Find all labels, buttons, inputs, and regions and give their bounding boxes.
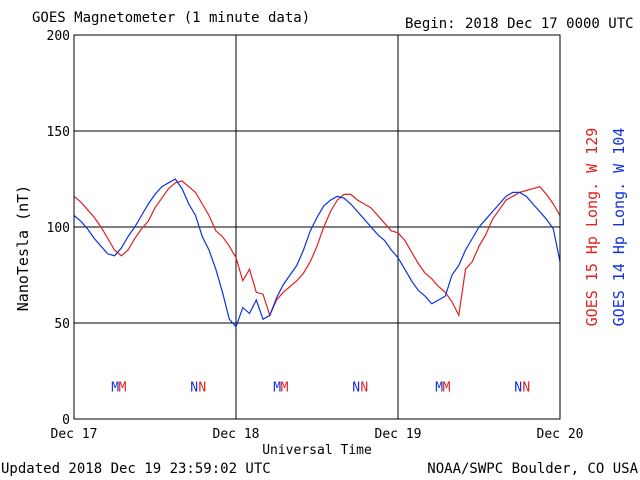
x-tick-labels: Dec 17 Dec 18 Dec 19 Dec 20 xyxy=(51,427,584,442)
x-tick-label: Dec 19 xyxy=(375,427,422,442)
legend-entry-1: GOES 15 Hp Long. W 129 xyxy=(583,128,601,327)
event-marker: N xyxy=(514,380,522,395)
event-marker: M xyxy=(273,380,281,395)
y-tick-label: 150 xyxy=(47,125,70,140)
event-marker: N xyxy=(360,380,368,395)
plot-frame xyxy=(73,34,561,420)
chart-title: GOES Magnetometer (1 minute data) xyxy=(32,10,311,26)
begin-value: 2018 Dec 17 0000 UTC xyxy=(465,16,634,32)
event-marker: N xyxy=(190,380,198,395)
event-marker: N xyxy=(522,380,530,395)
event-marker: N xyxy=(198,380,206,395)
x-tick-label: Dec 20 xyxy=(537,427,584,442)
series-line-1 xyxy=(73,180,561,318)
event-marker: M xyxy=(111,380,119,395)
updated-timestamp: Updated 2018 Dec 19 23:59:02 UTC xyxy=(1,461,271,477)
x-axis-label: Universal Time xyxy=(262,443,372,458)
event-marker: N xyxy=(352,380,360,395)
event-marker: M xyxy=(281,380,289,395)
x-tick-label: Dec 17 xyxy=(51,427,98,442)
legend-entry-2: GOES 14 Hp Long. W 104 xyxy=(610,128,628,327)
y-tick-label: 200 xyxy=(47,29,70,44)
source-credit: NOAA/SWPC Boulder, CO USA xyxy=(427,461,638,477)
series-line-2 xyxy=(73,178,561,328)
grid-lines xyxy=(74,35,560,419)
y-axis-label: NanoTesla (nT) xyxy=(14,185,32,311)
event-marker: M xyxy=(435,380,443,395)
y-tick-label: 50 xyxy=(54,317,70,332)
y-tick-label: 100 xyxy=(47,221,70,236)
y-tick-labels: 0 50 100 150 200 xyxy=(47,29,70,428)
event-marker: M xyxy=(119,380,127,395)
x-tick-label: Dec 18 xyxy=(213,427,260,442)
y-tick-label: 0 xyxy=(62,413,70,428)
series-lines xyxy=(73,178,561,328)
legend: GOES 15 Hp Long. W 129 GOES 14 Hp Long. W… xyxy=(583,128,628,327)
begin-label: Begin: xyxy=(405,16,456,32)
event-marker: M xyxy=(443,380,451,395)
